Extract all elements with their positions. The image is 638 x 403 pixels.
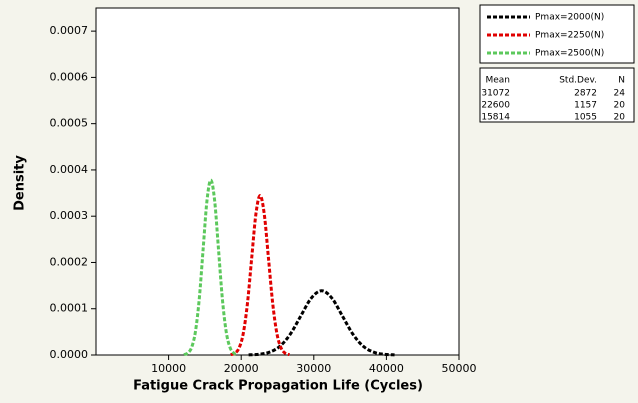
plot-area bbox=[95, 7, 460, 356]
y-axis-label: Density bbox=[13, 155, 28, 211]
stats-cell: 22600 bbox=[481, 101, 510, 111]
density-curve bbox=[183, 178, 239, 357]
stats-header: Std.Dev. bbox=[559, 76, 597, 86]
stats-header: Mean bbox=[485, 76, 510, 86]
legend-label: Pmax=2000(N) bbox=[535, 13, 604, 23]
y-tick-label: 0.0000 bbox=[50, 348, 89, 361]
stats-cell: 1157 bbox=[574, 101, 597, 111]
y-tick-label: 0.0007 bbox=[50, 24, 89, 37]
legend-label: Pmax=2250(N) bbox=[535, 31, 604, 41]
legend-label: Pmax=2500(N) bbox=[535, 49, 604, 59]
stats-header: N bbox=[618, 76, 625, 86]
stats-cell: 20 bbox=[614, 101, 626, 111]
y-tick-label: 0.0006 bbox=[50, 70, 89, 83]
y-tick-label: 0.0002 bbox=[50, 255, 89, 268]
x-axis-label: Fatigue Crack Propagation Life (Cycles) bbox=[133, 379, 423, 394]
stats-cell: 15814 bbox=[481, 113, 510, 123]
stats-cell: 1055 bbox=[574, 113, 597, 123]
y-tick-label: 0.0003 bbox=[50, 209, 89, 222]
stats-cell: 31072 bbox=[481, 89, 510, 99]
y-tick-label: 0.0005 bbox=[50, 117, 89, 130]
stats-cell: 24 bbox=[614, 89, 626, 99]
density-curve bbox=[230, 193, 290, 357]
x-tick-label: 30000 bbox=[296, 362, 331, 375]
x-tick-label: 20000 bbox=[224, 362, 259, 375]
stats-box bbox=[479, 67, 635, 123]
x-tick-label: 50000 bbox=[442, 362, 477, 375]
stats-cell: 20 bbox=[614, 113, 626, 123]
x-tick-label: 10000 bbox=[151, 362, 186, 375]
stats-cell: 2872 bbox=[574, 89, 597, 99]
y-tick-label: 0.0001 bbox=[50, 302, 89, 315]
x-tick-label: 40000 bbox=[369, 362, 404, 375]
y-tick-label: 0.0004 bbox=[50, 163, 89, 176]
density-curve bbox=[248, 289, 395, 357]
